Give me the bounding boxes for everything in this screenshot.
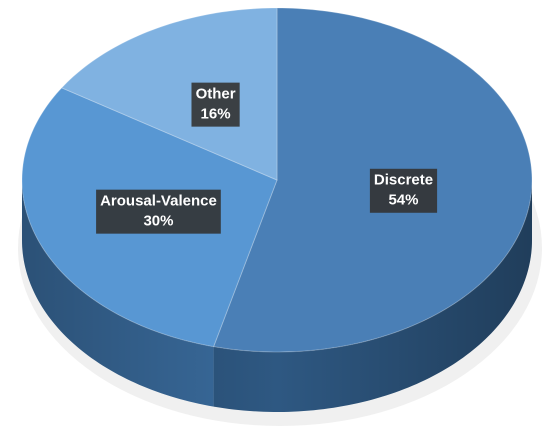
label-category: Arousal-Valence bbox=[100, 193, 217, 210]
data-label: Other 16% bbox=[191, 82, 240, 127]
side-shade bbox=[22, 180, 532, 412]
label-category: Discrete bbox=[374, 172, 433, 189]
data-label: Arousal-Valence 30% bbox=[96, 189, 221, 234]
label-box bbox=[369, 168, 438, 213]
data-label: Discrete 54% bbox=[369, 168, 438, 213]
label-value: 54% bbox=[388, 192, 418, 209]
label-box bbox=[96, 189, 221, 234]
label-box bbox=[191, 82, 240, 127]
label-category: Other bbox=[196, 86, 236, 103]
label-value: 30% bbox=[143, 213, 173, 230]
label-value: 16% bbox=[201, 106, 231, 123]
pie-slice bbox=[60, 7, 278, 181]
